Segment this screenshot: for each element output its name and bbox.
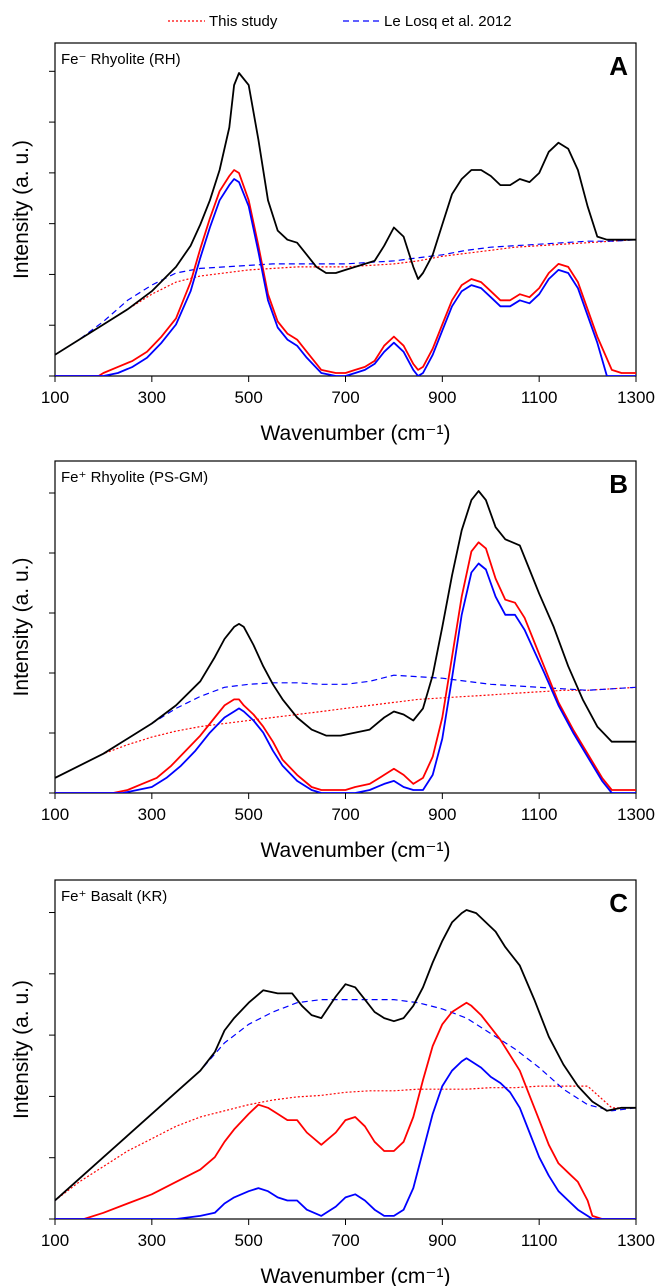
series-le-losq-baseline: [55, 998, 636, 1201]
x-tick-label: 500: [234, 388, 262, 407]
x-axis-title: Wavenumber (cm⁻¹): [261, 1265, 451, 1286]
panel-letter: B: [609, 469, 628, 499]
x-tick-label: 100: [41, 388, 69, 407]
y-axis-title: Intensity (a. u.): [10, 558, 33, 697]
x-tick-label: 500: [234, 1231, 262, 1250]
x-tick-label: 1300: [617, 805, 655, 824]
series-le-losq-corrected: [55, 1057, 636, 1219]
x-axis-title: Wavenumber (cm⁻¹): [261, 422, 451, 445]
plot-frame: [54, 879, 637, 1220]
series-raw-spectrum: [55, 909, 636, 1202]
x-tick-label: 1100: [521, 388, 558, 407]
x-tick-label: 300: [138, 805, 166, 824]
series-le-losq-corrected: [55, 178, 636, 376]
x-tick-label: 1100: [521, 1231, 558, 1250]
x-tick-label: 500: [234, 805, 262, 824]
series-raw-spectrum: [55, 72, 636, 356]
series-this-study-baseline: [55, 1085, 636, 1201]
plot-frame: [54, 460, 637, 794]
legend: This study Le Losq et al. 2012: [168, 13, 512, 30]
series-le-losq-baseline: [55, 239, 636, 356]
series-raw-spectrum: [55, 490, 636, 779]
series-this-study-baseline: [55, 686, 636, 779]
series-this-study-corrected: [55, 1001, 636, 1219]
chart-panel-a: 100 300 500 700 900 1100 1300 Wavenumber (cm⁻¹)…: [10, 42, 655, 445]
panel-title: Fe⁺ Basalt (KR): [61, 888, 167, 905]
x-tick-label: 1300: [617, 388, 655, 407]
legend-label-this-study: This study: [209, 13, 278, 30]
x-tick-label: 300: [138, 388, 166, 407]
series-this-study-baseline: [55, 239, 636, 356]
y-axis-title: Intensity (a. u.): [10, 140, 33, 279]
chart-panel-c: 100 300 500 700 900 1100 1300 Wavenumber (cm⁻¹)…: [10, 879, 655, 1286]
x-tick-label: 700: [331, 388, 359, 407]
series-this-study-corrected: [55, 541, 636, 793]
chart-panels: 100 300 500 700 900 1100 1300 Wavenumber (cm⁻¹)…: [10, 42, 655, 1286]
x-axis-title: Wavenumber (cm⁻¹): [261, 839, 451, 862]
panel-title: Fe⁻ Rhyolite (RH): [61, 51, 181, 68]
y-axis-title: Intensity (a. u.): [10, 980, 33, 1119]
x-tick-label: 900: [428, 805, 456, 824]
x-tick-label: 1300: [617, 1231, 655, 1250]
panel-letter: A: [609, 51, 628, 81]
x-tick-label: 700: [331, 1231, 359, 1250]
chart-panel-b: 100 300 500 700 900 1100 1300 Wavenumber (cm⁻¹)…: [10, 460, 655, 862]
plot-frame: [54, 42, 637, 377]
x-tick-label: 900: [428, 1231, 456, 1250]
legend-label-le-losq: Le Losq et al. 2012: [384, 13, 512, 30]
x-tick-label: 100: [41, 805, 69, 824]
x-tick-label: 700: [331, 805, 359, 824]
x-tick-label: 300: [138, 1231, 166, 1250]
panel-letter: C: [609, 888, 628, 918]
x-tick-label: 900: [428, 388, 456, 407]
panel-title: Fe⁺ Rhyolite (PS-GM): [61, 469, 208, 486]
series-this-study-corrected: [55, 169, 636, 376]
series-le-losq-corrected: [55, 562, 636, 793]
x-tick-label: 1100: [521, 805, 558, 824]
x-tick-label: 100: [41, 1231, 69, 1250]
